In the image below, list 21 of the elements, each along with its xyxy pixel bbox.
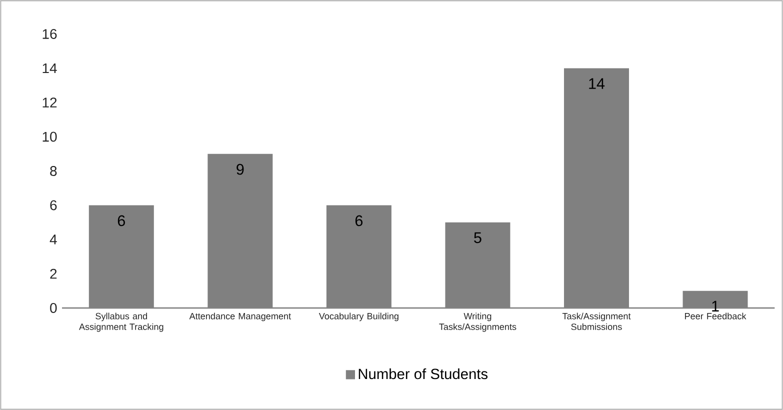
data-label: 6 [355, 215, 363, 226]
y-tick-label: 4 [50, 234, 57, 244]
data-label: 6 [118, 215, 125, 226]
y-tick-label: 6 [50, 200, 57, 210]
y-tick-label: 10 [42, 132, 57, 142]
x-tick-label: Vocabulary Building [318, 312, 398, 322]
x-tick-label: Syllabus and Assignment Tracking [79, 312, 164, 332]
x-tick-label: Task/Assignment Submissions [562, 312, 631, 330]
x-tick-label: Writing Tasks/Assignments [439, 312, 516, 332]
x-tick-label: Peer Feedback [685, 312, 746, 320]
y-tick-label: 16 [42, 29, 57, 39]
y-tick-label: 0 [50, 303, 57, 313]
legend-label: Number of Students [358, 368, 488, 380]
data-label: 9 [236, 164, 244, 175]
y-tick-label: 8 [50, 166, 57, 176]
y-tick-label: 14 [42, 63, 57, 74]
y-tick-label: 2 [50, 268, 57, 279]
x-tick-label: Attendance Management [189, 312, 291, 322]
data-label: 5 [474, 232, 482, 244]
y-tick-label: 12 [42, 98, 57, 108]
data-label: 14 [589, 78, 605, 89]
